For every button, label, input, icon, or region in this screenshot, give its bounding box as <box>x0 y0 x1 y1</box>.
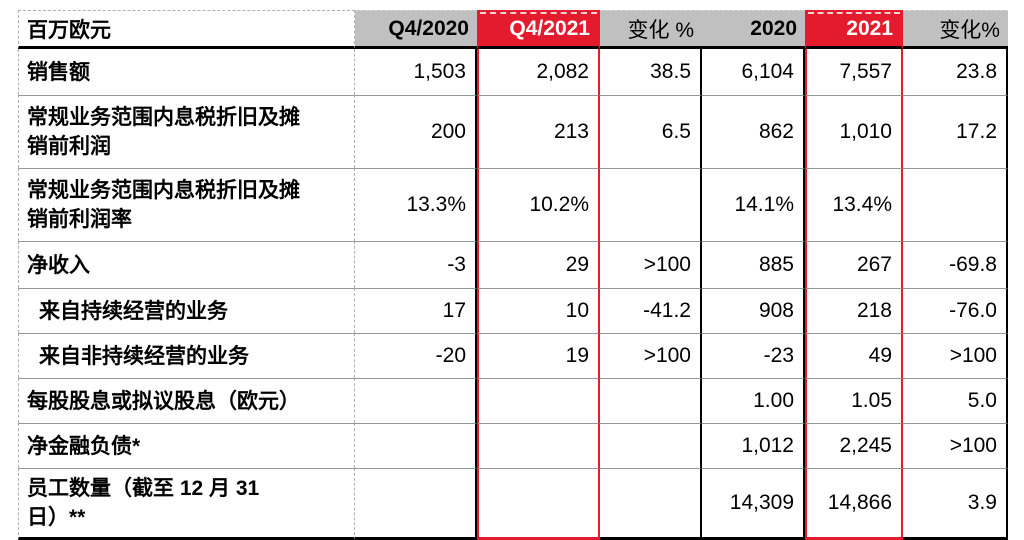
cell-2020: 14.1% <box>702 168 805 241</box>
cell-2020: 14,309 <box>702 468 805 540</box>
table-row-continuing-operations: 来自持续经营的业务 17 10 -41.2 908 218 -76.0 <box>18 288 1008 333</box>
financial-results-table: 百万欧元 Q4/2020 Q4/2021 变化 % 2020 2021 变化% … <box>18 10 1008 540</box>
cell-2021: 1,010 <box>805 95 903 168</box>
table-row-ebitda: 常规业务范围内息税折旧及摊 销前利润 200 213 6.5 862 1,010… <box>18 95 1008 168</box>
cell-change-fy: 17.2 <box>903 95 1008 168</box>
row-label: 净收入 <box>18 241 355 288</box>
cell-2020: 885 <box>702 241 805 288</box>
table-row-net-financial-debt: 净金融负债* 1,012 2,245 >100 <box>18 423 1008 468</box>
row-label: 来自非持续经营的业务 <box>18 333 355 378</box>
cell-2021: 2,245 <box>805 423 903 468</box>
cell-q4-2020: 1,503 <box>355 49 477 95</box>
cell-change-q4: -41.2 <box>600 288 702 333</box>
row-label: 净金融负债* <box>18 423 355 468</box>
cell-2020: -23 <box>702 333 805 378</box>
cell-change-fy: -69.8 <box>903 241 1008 288</box>
table-row-ebitda-margin: 常规业务范围内息税折旧及摊 销前利润率 13.3% 10.2% 14.1% 13… <box>18 168 1008 241</box>
cell-change-q4: >100 <box>600 333 702 378</box>
cell-q4-2020: 200 <box>355 95 477 168</box>
cell-q4-2021: 213 <box>477 95 600 168</box>
cell-change-fy: 5.0 <box>903 378 1008 423</box>
cell-q4-2020: 13.3% <box>355 168 477 241</box>
cell-q4-2021: 19 <box>477 333 600 378</box>
unit-header: 百万欧元 <box>18 10 355 49</box>
cell-change-fy: 3.9 <box>903 468 1008 540</box>
cell-q4-2020: 17 <box>355 288 477 333</box>
cell-change-fy: >100 <box>903 423 1008 468</box>
table-row-discontinued-operations: 来自非持续经营的业务 -20 19 >100 -23 49 >100 <box>18 333 1008 378</box>
col-header-2021-highlighted: 2021 <box>805 10 903 49</box>
row-label: 销售额 <box>18 49 355 95</box>
cell-q4-2021 <box>477 468 600 540</box>
row-label: 常规业务范围内息税折旧及摊 销前利润 <box>18 95 355 168</box>
row-label: 常规业务范围内息税折旧及摊 销前利润率 <box>18 168 355 241</box>
cell-2021: 267 <box>805 241 903 288</box>
cell-q4-2021 <box>477 378 600 423</box>
cell-2020: 1.00 <box>702 378 805 423</box>
col-header-q4-2020: Q4/2020 <box>355 10 477 49</box>
row-label: 员工数量（截至 12 月 31 日）** <box>18 468 355 540</box>
cell-change-q4 <box>600 468 702 540</box>
table-row-dividend: 每股股息或拟议股息（欧元） 1.00 1.05 5.0 <box>18 378 1008 423</box>
cell-q4-2021: 10 <box>477 288 600 333</box>
cell-q4-2020 <box>355 468 477 540</box>
financial-results-table-container: 百万欧元 Q4/2020 Q4/2021 变化 % 2020 2021 变化% … <box>18 10 1008 540</box>
cell-change-fy <box>903 168 1008 241</box>
cell-change-q4: >100 <box>600 241 702 288</box>
cell-change-q4: 38.5 <box>600 49 702 95</box>
cell-change-fy: -76.0 <box>903 288 1008 333</box>
cell-2020: 6,104 <box>702 49 805 95</box>
cell-change-fy: 23.8 <box>903 49 1008 95</box>
row-label: 来自持续经营的业务 <box>18 288 355 333</box>
cell-change-q4: 6.5 <box>600 95 702 168</box>
cell-2021: 1.05 <box>805 378 903 423</box>
cell-2020: 908 <box>702 288 805 333</box>
cell-q4-2021: 29 <box>477 241 600 288</box>
cell-2021: 13.4% <box>805 168 903 241</box>
cell-2020: 1,012 <box>702 423 805 468</box>
cell-2021: 7,557 <box>805 49 903 95</box>
col-header-q4-2021-highlighted: Q4/2021 <box>477 10 600 49</box>
col-header-change-fy: 变化% <box>903 10 1008 49</box>
cell-q4-2020: -3 <box>355 241 477 288</box>
cell-change-q4 <box>600 423 702 468</box>
header-row: 百万欧元 Q4/2020 Q4/2021 变化 % 2020 2021 变化% <box>18 10 1008 49</box>
cell-2021: 218 <box>805 288 903 333</box>
col-header-2020: 2020 <box>702 10 805 49</box>
cell-2021: 49 <box>805 333 903 378</box>
cell-change-q4 <box>600 378 702 423</box>
cell-2020: 862 <box>702 95 805 168</box>
cell-change-q4 <box>600 168 702 241</box>
col-header-change-q4: 变化 % <box>600 10 702 49</box>
cell-change-fy: >100 <box>903 333 1008 378</box>
cell-q4-2020 <box>355 378 477 423</box>
cell-q4-2020 <box>355 423 477 468</box>
table-row-employees: 员工数量（截至 12 月 31 日）** 14,309 14,866 3.9 <box>18 468 1008 540</box>
cell-q4-2021 <box>477 423 600 468</box>
row-label: 每股股息或拟议股息（欧元） <box>18 378 355 423</box>
table-row-sales: 销售额 1,503 2,082 38.5 6,104 7,557 23.8 <box>18 49 1008 95</box>
cell-q4-2021: 10.2% <box>477 168 600 241</box>
table-row-net-income: 净收入 -3 29 >100 885 267 -69.8 <box>18 241 1008 288</box>
cell-q4-2021: 2,082 <box>477 49 600 95</box>
cell-2021: 14,866 <box>805 468 903 540</box>
cell-q4-2020: -20 <box>355 333 477 378</box>
